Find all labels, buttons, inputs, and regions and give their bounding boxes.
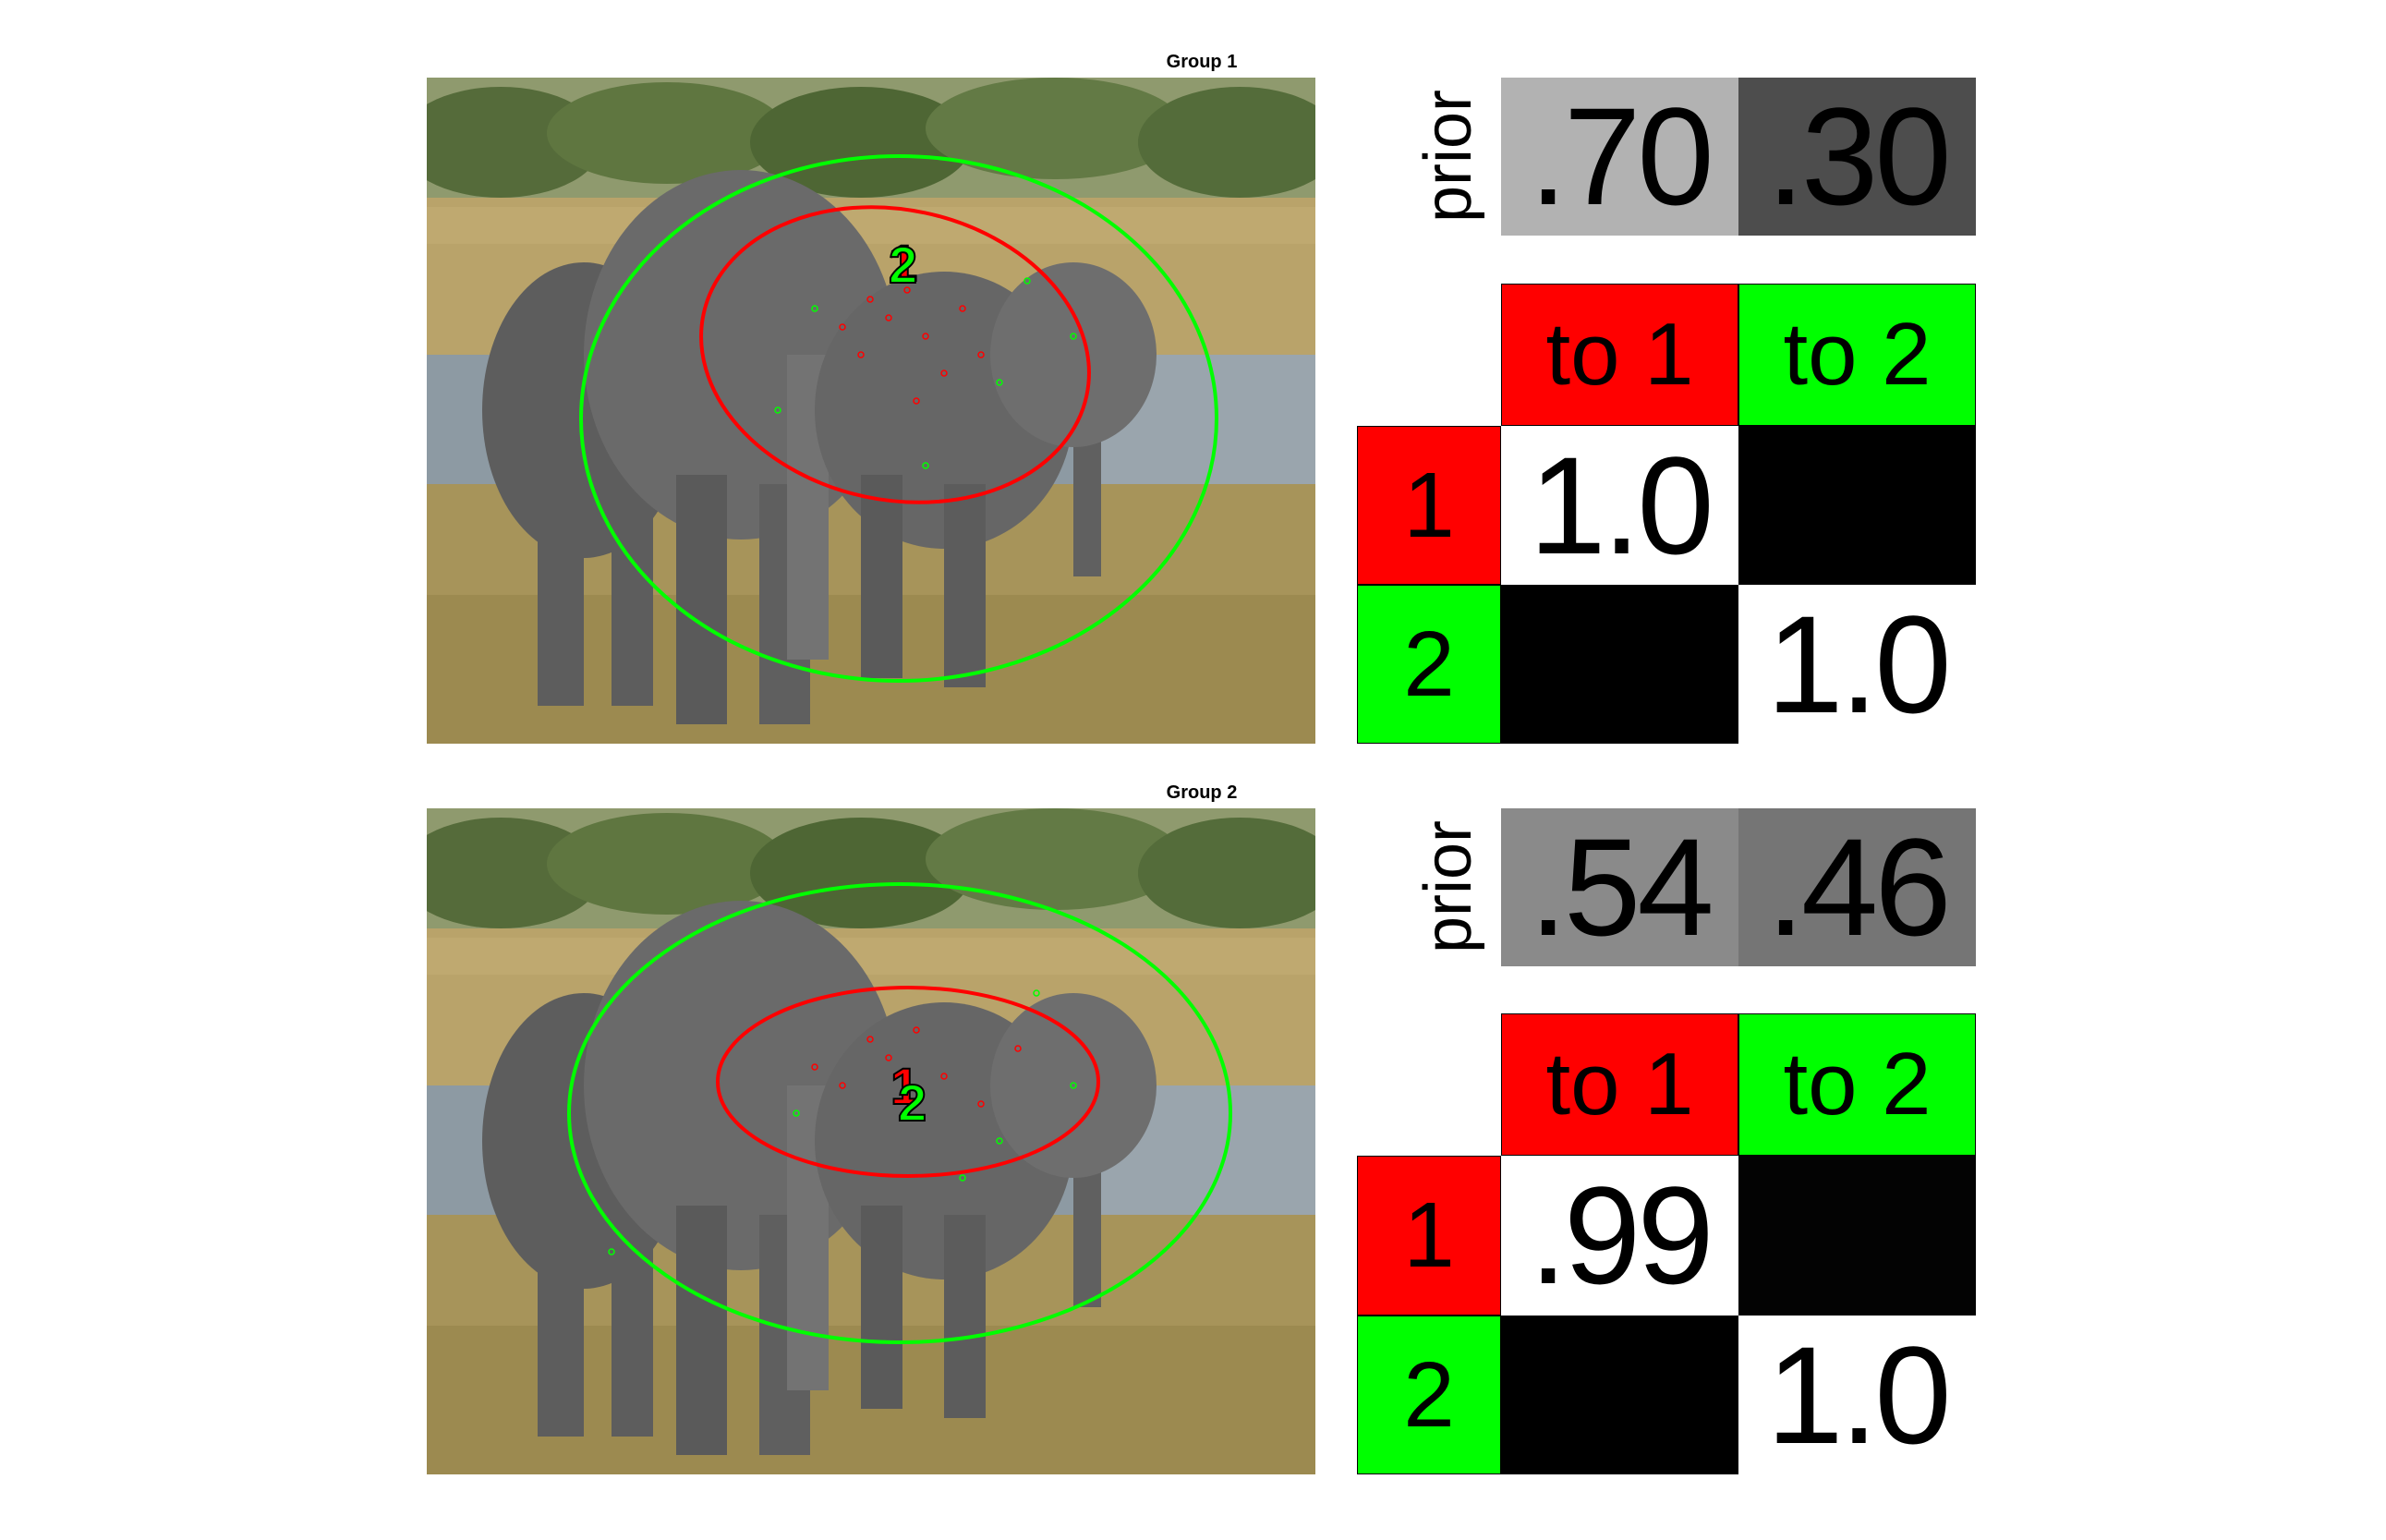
group-1-col-header-1: to 1 [1501, 284, 1738, 426]
group-2-row-header-1: 1 [1357, 1156, 1501, 1316]
group-2-col-header-2: to 2 [1738, 1013, 1976, 1156]
group-1-col-header-2: to 2 [1738, 284, 1976, 426]
group-1-cell-2-1 [1501, 585, 1738, 744]
marker-1: 1 [889, 234, 917, 292]
group-1-scene: 1 2 [427, 78, 1315, 744]
group-2-prior-1: .54 [1501, 808, 1738, 966]
group-2-cell-1-2 [1738, 1156, 1976, 1316]
group-2-col-header-1: to 1 [1501, 1013, 1738, 1156]
group-2-cell-2-2: 1.0 [1738, 1316, 1976, 1474]
group-1-prior-1: .70 [1501, 78, 1738, 236]
group-2-cell-2-1 [1501, 1316, 1738, 1474]
group-2-row-header-2: 2 [1357, 1316, 1501, 1474]
group-2-title: Group 2 [1166, 782, 1238, 803]
group-1-cell-1-1: 1.0 [1501, 426, 1738, 585]
group-1-panel: Group 1 [0, 0, 2386, 767]
group-2-scene: 1 2 [427, 808, 1315, 1474]
marker-2: 2 [889, 236, 917, 294]
group-1-prior-2: .30 [1738, 78, 1976, 236]
group-2-prior-2: .46 [1738, 808, 1976, 966]
marker-2: 2 [898, 1073, 927, 1132]
group-1-row-header-2: 2 [1357, 585, 1501, 744]
elephant-photo: 1 2 [427, 78, 1315, 744]
group-1-cell-2-2: 1.0 [1738, 585, 1976, 744]
marker-1: 1 [890, 1057, 919, 1115]
group-2-cell-1-1: .99 [1501, 1156, 1738, 1316]
group-2-prior-label: prior [1411, 819, 1485, 954]
group-1-cell-1-2 [1738, 426, 1976, 585]
group-1-title: Group 1 [1166, 52, 1238, 72]
elephant-photo: 1 2 [427, 808, 1315, 1474]
group-1-row-header-1: 1 [1357, 426, 1501, 585]
